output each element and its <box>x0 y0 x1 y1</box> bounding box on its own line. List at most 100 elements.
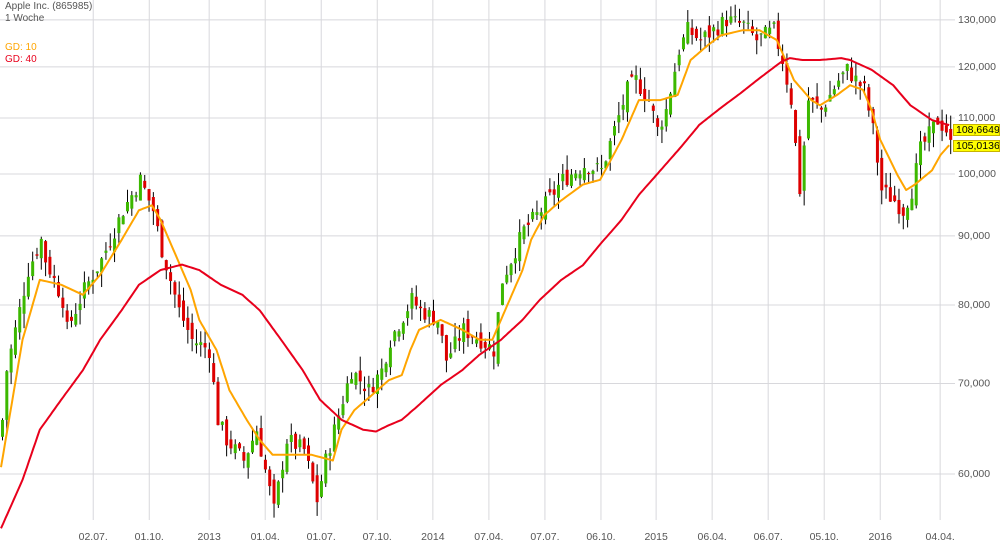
x-tick-label: 2013 <box>197 531 221 543</box>
candle <box>324 453 328 484</box>
candle <box>794 110 798 143</box>
candle <box>199 342 203 346</box>
candle <box>319 481 323 497</box>
candle <box>621 104 625 110</box>
candle <box>630 74 634 77</box>
candle <box>518 232 522 262</box>
y-tick-label: 100,000 <box>958 168 996 180</box>
candle <box>289 434 293 442</box>
candle <box>720 16 724 35</box>
y-tick-label: 80,000 <box>958 299 990 311</box>
candle <box>509 264 513 276</box>
candle <box>272 479 276 504</box>
candle <box>910 198 914 211</box>
candle <box>61 297 65 308</box>
candle <box>587 173 591 175</box>
candle <box>212 363 216 383</box>
candle <box>294 433 298 449</box>
candle <box>117 217 121 234</box>
candle <box>582 168 586 181</box>
candle <box>125 202 129 212</box>
candle <box>919 141 923 166</box>
candle <box>121 216 125 225</box>
candle <box>337 415 341 430</box>
candle <box>526 222 530 225</box>
candle <box>78 303 82 311</box>
candle <box>281 469 285 479</box>
candle <box>255 431 259 445</box>
candle <box>569 174 573 186</box>
candle <box>746 22 750 24</box>
candle <box>806 100 810 139</box>
candle <box>608 140 612 160</box>
candle <box>414 296 418 306</box>
candle <box>380 368 384 380</box>
legend-gd40: GD: 40 <box>5 54 37 65</box>
gd10-last-value: 105,0136 <box>953 140 1000 152</box>
candle <box>949 128 953 140</box>
candle <box>216 381 220 426</box>
candles <box>1 4 953 518</box>
candle <box>95 271 99 274</box>
candle <box>388 347 392 368</box>
candle <box>725 19 729 27</box>
candle <box>505 274 509 283</box>
candle <box>544 196 548 220</box>
candle <box>841 72 845 75</box>
candle <box>699 39 703 41</box>
candle <box>906 207 910 220</box>
candle <box>798 136 802 195</box>
candle <box>781 55 785 64</box>
candle <box>22 295 26 314</box>
candle <box>315 475 319 503</box>
candle <box>229 439 233 449</box>
candle <box>802 145 806 191</box>
candle <box>738 20 742 23</box>
candle <box>91 279 95 283</box>
candle <box>690 27 694 35</box>
x-tick-label: 06.04. <box>698 531 727 543</box>
candle <box>263 459 267 470</box>
x-tick-label: 02.07. <box>79 531 108 543</box>
candle <box>177 294 181 308</box>
candle <box>824 107 828 112</box>
candle <box>897 199 901 215</box>
candle <box>449 353 453 358</box>
candle <box>539 212 543 216</box>
candle <box>147 189 151 201</box>
candle <box>410 293 414 309</box>
gd40-last-value: 108,6649 <box>953 124 1000 136</box>
candle <box>565 169 569 186</box>
candle <box>845 63 849 72</box>
candle <box>613 126 617 136</box>
candle <box>384 363 388 373</box>
candle <box>87 281 91 290</box>
x-tick-label: 06.10. <box>586 531 615 543</box>
candle <box>660 126 664 130</box>
candle <box>681 37 685 50</box>
candle <box>944 125 948 133</box>
candle <box>375 374 379 394</box>
candle <box>867 87 871 111</box>
candle <box>638 79 642 94</box>
candle <box>39 238 43 259</box>
candle <box>186 317 190 330</box>
candle <box>311 462 315 482</box>
candle <box>712 27 716 32</box>
candle <box>694 28 698 39</box>
candle <box>677 54 681 66</box>
y-axis: 130,000 120,000 110,000 100,000 90,000 80,000… <box>958 14 996 480</box>
candle <box>531 211 535 220</box>
candle <box>298 439 302 448</box>
candle <box>574 173 578 179</box>
candle <box>5 371 9 420</box>
candle <box>173 282 177 295</box>
candle <box>156 209 160 227</box>
candle <box>307 445 311 461</box>
x-tick-label: 2016 <box>869 531 893 543</box>
candle <box>768 27 772 34</box>
candle <box>664 109 668 127</box>
candle <box>600 168 604 170</box>
candle <box>832 89 836 95</box>
